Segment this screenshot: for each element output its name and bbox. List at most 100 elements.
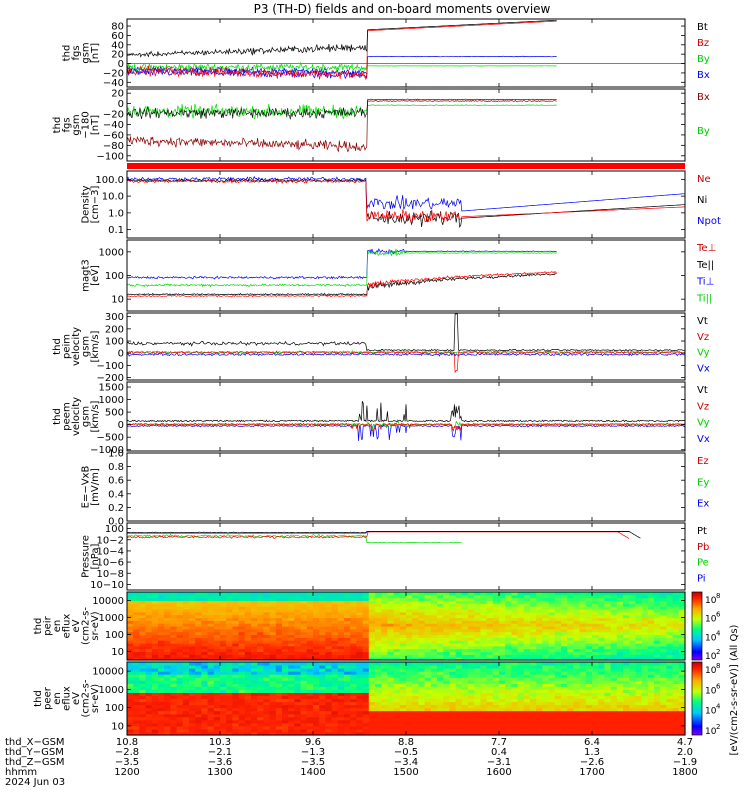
spectrogram-cell (666, 609, 674, 613)
spectrogram-cell (418, 626, 426, 630)
y-tick-label: −80 (103, 141, 124, 152)
spectrogram-cell (548, 628, 556, 633)
spectrogram-cell (238, 692, 246, 696)
spectrogram-cell (381, 695, 388, 700)
spectrogram-cell (226, 695, 233, 700)
spectrogram-cell (561, 710, 568, 715)
spectrogram-cell (232, 597, 240, 602)
spectrogram-cell (474, 609, 481, 613)
spectrogram-cell (561, 628, 568, 633)
spectrogram-cell (561, 677, 568, 681)
spectrogram-cell (542, 657, 550, 661)
spectrogram-cell (647, 609, 655, 613)
spectrogram-cell (486, 600, 494, 604)
spectrogram-cell (375, 620, 382, 624)
spectrogram-cell (592, 716, 599, 721)
spectrogram-cell (573, 600, 581, 604)
spectrogram-cell (511, 680, 519, 684)
spectrogram-cell (158, 640, 165, 644)
spectrogram-cell (368, 640, 376, 644)
spectrogram-cell (486, 637, 494, 641)
spectrogram-cell (623, 623, 630, 627)
spectrogram-cell (424, 617, 432, 621)
spectrogram-cell (604, 628, 612, 633)
spectrogram-cell (598, 609, 605, 613)
spectrogram-cell (480, 628, 488, 633)
spectrogram-cell (244, 728, 252, 733)
spectrogram-cell (356, 732, 364, 736)
spectrogram-cell (319, 617, 326, 621)
spectrogram-cell (480, 614, 488, 619)
spectrogram-cell (579, 600, 587, 604)
spectrogram-cell (368, 671, 376, 675)
spectrogram-cell (257, 628, 264, 633)
spectrogram-cell (350, 686, 357, 690)
spectrogram-cell (362, 689, 370, 693)
spectrogram-cell (623, 732, 630, 736)
spectrogram-cell (635, 614, 643, 619)
spectrogram-cell (629, 665, 636, 669)
spectrogram-cell (486, 623, 494, 627)
spectrogram-cell (325, 686, 333, 690)
spectrogram-cell (189, 722, 196, 727)
legend-Pt: Pt (697, 526, 707, 537)
spectrogram-cell (585, 620, 593, 624)
spectrogram-cell (139, 637, 147, 641)
spectrogram-cell (449, 643, 457, 647)
spectrogram-cell (133, 719, 140, 724)
spectrogram-cell (412, 728, 419, 733)
spectrogram-cell (337, 640, 345, 644)
spectrogram-cell (288, 671, 295, 675)
spectrogram-cell (263, 648, 271, 653)
spectrogram-cell (263, 698, 271, 703)
spectrogram-cell (610, 634, 618, 638)
series-Vt (126, 312, 686, 352)
spectrogram-cell (592, 611, 599, 616)
spectrogram-cell (406, 695, 413, 700)
spectrogram-cell (641, 594, 649, 599)
spectrogram-cell (449, 704, 457, 709)
spectrogram-cell (492, 611, 500, 616)
spectrogram-cell (536, 671, 543, 675)
spectrogram-cell (678, 719, 686, 724)
spectrogram-cell (412, 698, 419, 703)
spectrogram-cell (455, 677, 463, 681)
spectrogram-cell (567, 631, 574, 636)
spectrogram-cell (579, 677, 587, 681)
spectrogram-cell (480, 713, 488, 718)
spectrogram-cell (182, 710, 190, 715)
spectrogram-cell (300, 668, 308, 672)
spectrogram-cell (232, 637, 240, 641)
spectrogram-cell (654, 626, 661, 630)
spectrogram-cell (356, 680, 364, 684)
spectrogram-cell (579, 603, 587, 607)
spectrogram-cell (486, 640, 494, 644)
y-axis-label: thd (62, 45, 73, 62)
spectrogram-cell (350, 732, 357, 736)
spectrogram-cell (666, 617, 674, 621)
spectrogram-cell (176, 645, 184, 650)
spectrogram-cell (437, 634, 444, 638)
spectrogram-cell (592, 710, 599, 715)
spectrogram-cell (257, 603, 264, 607)
spectrogram-cell (585, 674, 593, 678)
spectrogram-cell (629, 689, 636, 693)
spectrogram-cell (158, 701, 165, 706)
spectrogram-cell (325, 600, 333, 604)
spectrogram-cell (306, 716, 314, 721)
spectrogram-cell (641, 643, 649, 647)
series-Vt (126, 401, 686, 423)
spectrogram-cell (523, 594, 531, 599)
spectrogram-cell (145, 668, 153, 672)
spectrogram-cell (660, 592, 667, 596)
spectrogram-cell (368, 732, 376, 736)
spectrogram-cell (474, 704, 481, 709)
spectrogram-cell (244, 657, 252, 661)
x-row-value: 6.4 (584, 737, 600, 748)
spectrogram-cell (207, 614, 215, 619)
spectrogram-cell (375, 695, 382, 700)
spectrogram-cell (406, 683, 413, 687)
spectrogram-cell (672, 634, 680, 638)
spectrogram-cell (232, 710, 240, 715)
spectrogram-cell (170, 719, 178, 724)
